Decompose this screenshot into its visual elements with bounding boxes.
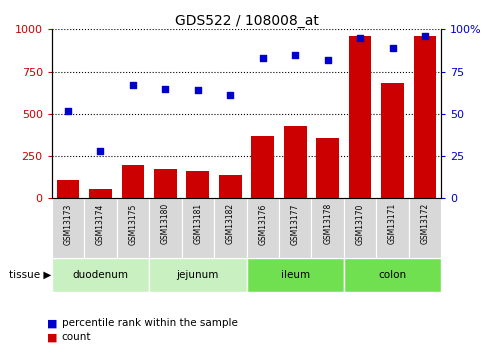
Point: [421, 33, 429, 39]
Point: [97, 148, 105, 154]
Text: jejunum: jejunum: [176, 269, 219, 279]
Bar: [349, 36, 371, 198]
Bar: [409, 198, 441, 258]
Bar: [52, 198, 84, 258]
Text: GSM13173: GSM13173: [64, 203, 72, 245]
Bar: [122, 166, 144, 198]
Bar: [89, 189, 112, 198]
Text: GSM13172: GSM13172: [421, 203, 429, 245]
Text: count: count: [62, 332, 91, 342]
Bar: [284, 126, 307, 198]
Text: GSM13182: GSM13182: [226, 203, 235, 244]
Bar: [219, 175, 242, 198]
Bar: [344, 198, 376, 258]
Text: GSM13171: GSM13171: [388, 203, 397, 245]
Bar: [186, 171, 209, 198]
Point: [161, 86, 169, 91]
Point: [388, 45, 396, 51]
Point: [226, 92, 234, 98]
Text: GSM13170: GSM13170: [355, 203, 365, 245]
Point: [291, 52, 299, 58]
Bar: [181, 198, 214, 258]
Text: ■: ■: [47, 332, 57, 342]
Bar: [154, 169, 176, 198]
Text: GSM13177: GSM13177: [291, 203, 300, 245]
Text: ileum: ileum: [281, 269, 310, 279]
Text: GSM13178: GSM13178: [323, 203, 332, 245]
Bar: [84, 198, 117, 258]
Bar: [52, 258, 149, 292]
Point: [194, 88, 202, 93]
Bar: [117, 198, 149, 258]
Bar: [57, 180, 79, 198]
Bar: [279, 198, 312, 258]
Bar: [246, 198, 279, 258]
Bar: [317, 138, 339, 198]
Point: [64, 108, 72, 113]
Text: GSM13176: GSM13176: [258, 203, 267, 245]
Text: duodenum: duodenum: [72, 269, 129, 279]
Text: percentile rank within the sample: percentile rank within the sample: [62, 318, 238, 328]
Text: GSM13180: GSM13180: [161, 203, 170, 245]
Bar: [381, 82, 404, 198]
Point: [259, 55, 267, 61]
Bar: [312, 198, 344, 258]
Point: [356, 35, 364, 41]
Bar: [376, 198, 409, 258]
Text: GSM13181: GSM13181: [193, 203, 202, 244]
Title: GDS522 / 108008_at: GDS522 / 108008_at: [175, 14, 318, 28]
Bar: [414, 36, 436, 198]
Bar: [149, 258, 246, 292]
Text: ■: ■: [47, 318, 57, 328]
Bar: [344, 258, 441, 292]
Point: [129, 82, 137, 88]
Text: GSM13175: GSM13175: [128, 203, 138, 245]
Bar: [251, 136, 274, 198]
Bar: [149, 198, 181, 258]
Text: colon: colon: [379, 269, 407, 279]
Text: GSM13174: GSM13174: [96, 203, 105, 245]
Bar: [214, 198, 246, 258]
Point: [324, 57, 332, 62]
Text: tissue ▶: tissue ▶: [9, 269, 51, 279]
Bar: [246, 258, 344, 292]
